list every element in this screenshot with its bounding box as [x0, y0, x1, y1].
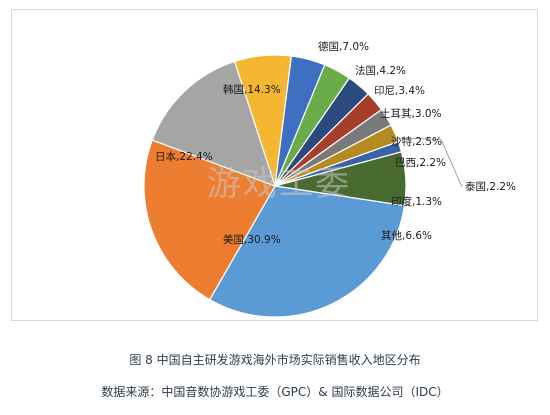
slice-label-4: 沙特,2.5% — [391, 136, 442, 148]
slice-label-7: 印度,1.3% — [391, 195, 442, 208]
pie-slice-9 — [208, 185, 406, 318]
slice-label-11: 韩国,14.3% — [223, 83, 281, 96]
pie-slice-11 — [151, 60, 276, 187]
slice-label-6: 泰国,2.2% — [465, 180, 516, 193]
slice-label-10: 日本,22.4% — [155, 150, 213, 163]
slice-label-5: 巴西,2.2% — [395, 157, 446, 169]
slice-label-1: 法国,4.2% — [355, 64, 406, 77]
slice-label-3: 土耳其,3.0% — [380, 107, 442, 120]
pie-slices — [143, 54, 407, 318]
pie-chart: 游戏工委 德国,7.0% 法国,4.2% 印尼,3.4% 土耳其,3.0% 沙特,2.5%… — [143, 40, 516, 318]
chart-frame: 游戏工委 德国,7.0% 法国,4.2% 印尼,3.4% 土耳其,3.0% 沙特,2.5%… — [11, 9, 538, 321]
pie-slice-10 — [143, 139, 276, 301]
slice-label-2: 印尼,3.4% — [374, 85, 425, 97]
watermark-text: 游戏工委 — [207, 164, 351, 204]
figure-caption: 图 8 中国自主研发游戏海外市场实际销售收入地区分布 — [129, 353, 421, 367]
slice-label-0: 德国,7.0% — [318, 40, 369, 53]
data-source-note: 数据来源：中国音数协游戏工委（GPC）& 国际数据公司（IDC） — [101, 385, 449, 399]
slice-label-8: 其他,6.6% — [381, 229, 432, 242]
leader-line-thailand — [385, 137, 463, 188]
slice-label-9: 美国,30.9% — [223, 233, 281, 246]
